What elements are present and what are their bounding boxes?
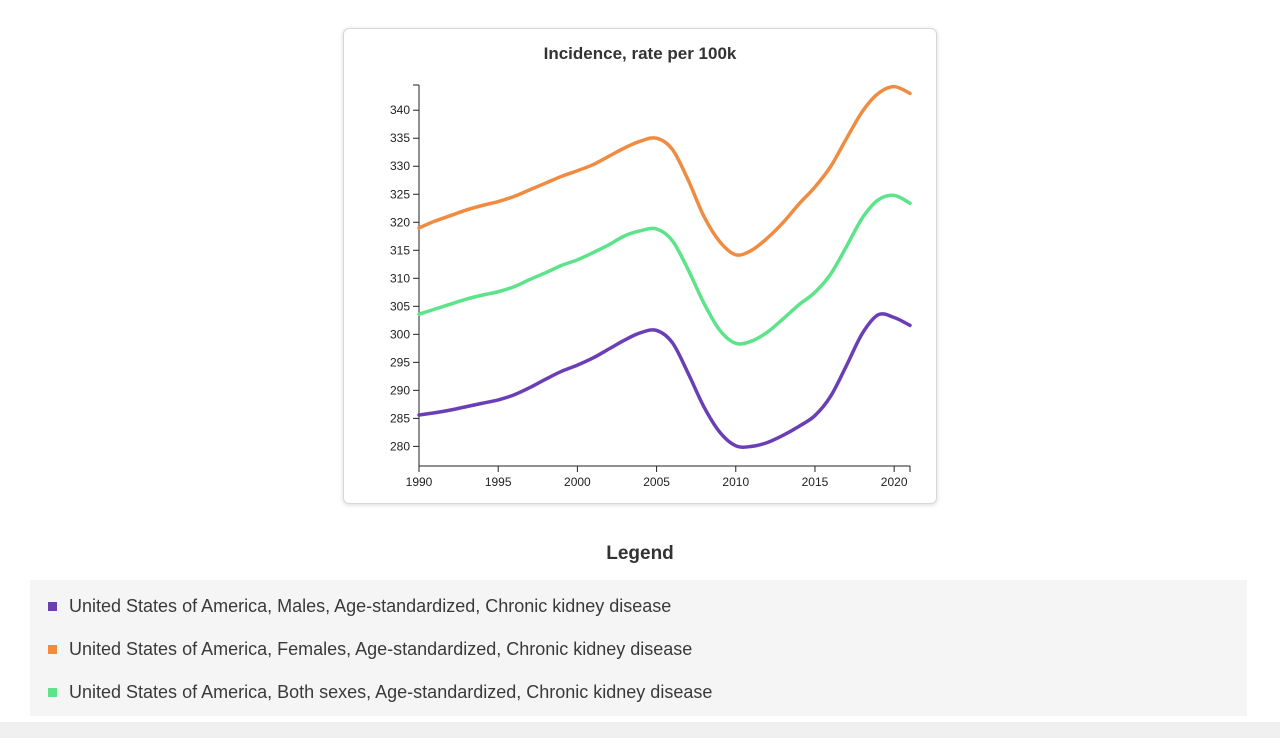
- legend-swatch-males: [48, 601, 57, 611]
- series-lines: [417, 84, 912, 449]
- y-tick-label: 300: [390, 327, 410, 341]
- legend-label-both-sexes: United States of America, Both sexes, Ag…: [69, 681, 713, 702]
- y-tick-label: 285: [390, 411, 410, 425]
- x-tick-label: 1995: [485, 475, 512, 489]
- chart-card: Incidence, rate per 100k 280 285 290 295 300…: [343, 28, 937, 504]
- y-tick-label: 290: [390, 383, 410, 397]
- axes: 280 285 290 295 300 305 310 315 320 325 330 335 340 1…: [390, 84, 911, 489]
- legend-item-both-sexes[interactable]: United States of America, Both sexes, Ag…: [48, 681, 712, 703]
- y-tick-label: 280: [390, 439, 410, 453]
- y-tick-label: 315: [390, 243, 410, 257]
- legend-label-females: United States of America, Females, Age-s…: [69, 638, 693, 659]
- y-tick-label: 295: [390, 355, 410, 369]
- x-tick-label: 2020: [881, 475, 908, 489]
- legend-label-males: United States of America, Males, Age-sta…: [69, 595, 672, 616]
- x-tick-label: 2015: [802, 475, 829, 489]
- y-tick-label: 340: [390, 103, 410, 117]
- y-tick-label: 335: [390, 131, 410, 145]
- page-bottom-bar: [0, 722, 1280, 738]
- legend-swatch-both-sexes: [48, 687, 57, 697]
- x-tick-label: 2005: [643, 475, 670, 489]
- y-tick-label: 310: [390, 271, 410, 285]
- x-tick-label: 2000: [564, 475, 591, 489]
- series-line-males: [417, 312, 912, 449]
- x-tick-label: 1990: [406, 475, 433, 489]
- x-tick-label: 2010: [722, 475, 749, 489]
- legend: United States of America, Males, Age-sta…: [30, 580, 1247, 716]
- line-chart: Incidence, rate per 100k 280 285 290 295 300…: [390, 44, 912, 489]
- y-tick-label: 330: [390, 159, 410, 173]
- legend-item-males[interactable]: United States of America, Males, Age-sta…: [48, 595, 671, 617]
- legend-title: Legend: [606, 543, 674, 564]
- series-line-females: [417, 84, 912, 257]
- series-line-both-sexes: [417, 193, 912, 346]
- chart-title: Incidence, rate per 100k: [544, 44, 737, 63]
- y-tick-label: 305: [390, 299, 410, 313]
- legend-swatch-females: [48, 644, 57, 654]
- y-tick-label: 320: [390, 215, 410, 229]
- y-tick-label: 325: [390, 187, 410, 201]
- legend-item-females[interactable]: United States of America, Females, Age-s…: [48, 638, 692, 660]
